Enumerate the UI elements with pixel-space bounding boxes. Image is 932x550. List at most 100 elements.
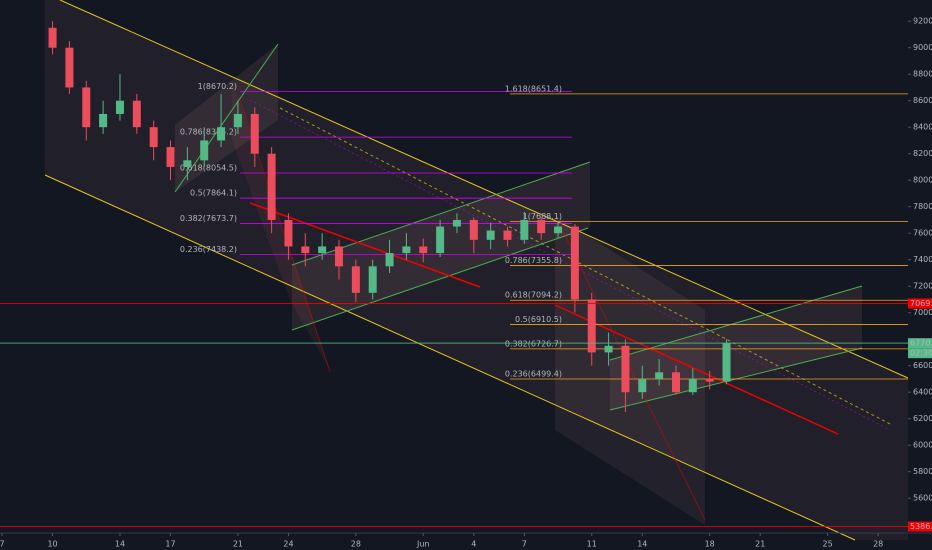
- fib-label: 1.618(8651.4): [505, 84, 562, 93]
- candle-body: [65, 47, 74, 88]
- countdown: 02:30:31: [910, 349, 932, 358]
- y-tick-label: 7000.0: [913, 308, 932, 317]
- fib-label: 0.786(8325.2): [180, 128, 237, 137]
- x-tick-label: Jun: [416, 540, 430, 549]
- candle-body: [705, 378, 714, 382]
- y-tick-label: 5600.0: [913, 494, 932, 503]
- x-tick-label: 28: [873, 540, 883, 549]
- price-tag: [908, 338, 932, 349]
- x-tick-label: 21: [233, 540, 243, 549]
- candle-body: [166, 147, 175, 167]
- candle-body: [520, 219, 529, 240]
- candle-body: [233, 113, 242, 128]
- trend-line: [291, 227, 589, 331]
- y-tick-label: 7800.0: [913, 202, 932, 211]
- candle-body: [604, 345, 613, 353]
- price-tag-label: 6770.0: [910, 339, 932, 348]
- y-tick-label: 8000.0: [913, 176, 932, 185]
- candle-body: [115, 100, 124, 114]
- candle-body: [587, 299, 596, 353]
- x-tick-label: 11: [587, 540, 597, 549]
- candle-body: [149, 127, 158, 148]
- fib-label: 0.618(7094.2): [505, 291, 562, 300]
- candle-body: [200, 140, 209, 161]
- candle-body: [621, 345, 630, 393]
- x-tick-label: 18: [705, 540, 715, 549]
- y-tick-label: 7600.0: [913, 229, 932, 238]
- candle-body: [671, 372, 680, 393]
- candle-body: [419, 246, 428, 254]
- candle-body: [452, 219, 461, 227]
- y-tick-label: 7400.0: [913, 255, 932, 264]
- fib-label: 0.382(6726.7): [505, 339, 562, 348]
- trend-line: [44, 174, 856, 541]
- drawings: [44, 0, 909, 541]
- x-tick-label: 17: [165, 540, 175, 549]
- y-tick-label: 8800.0: [913, 70, 932, 79]
- candle-body: [301, 246, 310, 254]
- y-tick-label: 8600.0: [913, 96, 932, 105]
- price-tag: [908, 298, 932, 309]
- fib-label: 0.236(6499.4): [505, 370, 562, 379]
- candle-body: [217, 127, 226, 141]
- trend-line: [59, 0, 909, 379]
- x-tick-label: 4: [471, 540, 476, 549]
- candle-body: [284, 219, 293, 247]
- fib-label: 0.382(7673.7): [180, 214, 237, 223]
- price-tag: [908, 521, 932, 532]
- candle-body: [48, 27, 57, 48]
- price-axis: [908, 0, 932, 550]
- y-tick-label: 6000.0: [913, 441, 932, 450]
- candle-body: [402, 246, 411, 254]
- candle-body: [688, 378, 697, 393]
- channel-fill: [555, 215, 705, 525]
- y-tick-label: 8400.0: [913, 123, 932, 132]
- candle-body: [368, 266, 377, 293]
- price-tag-label: 5386.1: [910, 522, 932, 531]
- channel-fill: [45, 0, 908, 540]
- candle-body: [250, 113, 259, 154]
- y-tick-label: 5800.0: [913, 467, 932, 476]
- x-tick-label: 14: [637, 540, 647, 549]
- candle-body: [655, 372, 664, 379]
- candle-body: [99, 113, 108, 128]
- candle-body: [537, 219, 546, 234]
- candle-body: [385, 253, 394, 267]
- fib-label: 0.5(7864.1): [190, 189, 237, 198]
- y-tick-label: 6400.0: [913, 388, 932, 397]
- price-tag-label: 7069.7: [910, 299, 932, 308]
- trend-line: [279, 107, 893, 426]
- candle-body: [722, 343, 731, 382]
- x-tick-label: 28: [351, 540, 361, 549]
- candle-body: [335, 246, 344, 267]
- candle-body: [318, 246, 327, 254]
- countdown-tag: [908, 348, 932, 359]
- fib-label: 0.5(6910.5): [515, 315, 562, 324]
- x-tick-label: 21: [755, 540, 765, 549]
- x-tick-label: 7: [0, 540, 5, 549]
- candle-body: [132, 100, 141, 128]
- x-tick-label: 7: [522, 540, 527, 549]
- candle-body: [486, 230, 495, 240]
- trend-line: [609, 285, 863, 361]
- trend-line: [174, 43, 279, 193]
- candle-body: [351, 266, 360, 293]
- y-tick-label: 8200.0: [913, 149, 932, 158]
- candle-body: [570, 226, 579, 300]
- candle-body: [183, 160, 192, 167]
- candle-body: [638, 378, 647, 393]
- x-tick-label: 25: [823, 540, 833, 549]
- trend-line: [554, 304, 839, 435]
- candle-body: [469, 219, 478, 240]
- candle-body: [82, 87, 91, 128]
- x-tick-label: 10: [47, 540, 57, 549]
- fib-label: 0.786(7355.8): [505, 256, 562, 265]
- candle-body: [554, 226, 563, 234]
- y-tick-label: 9000.0: [913, 43, 932, 52]
- fib-label: 0.618(8054.5): [180, 163, 237, 172]
- x-tick-label: 24: [283, 540, 293, 549]
- fib-label: 0.236(7438.2): [180, 245, 237, 254]
- trend-line: [559, 224, 706, 521]
- fib-label: 1(8670.2): [198, 82, 237, 91]
